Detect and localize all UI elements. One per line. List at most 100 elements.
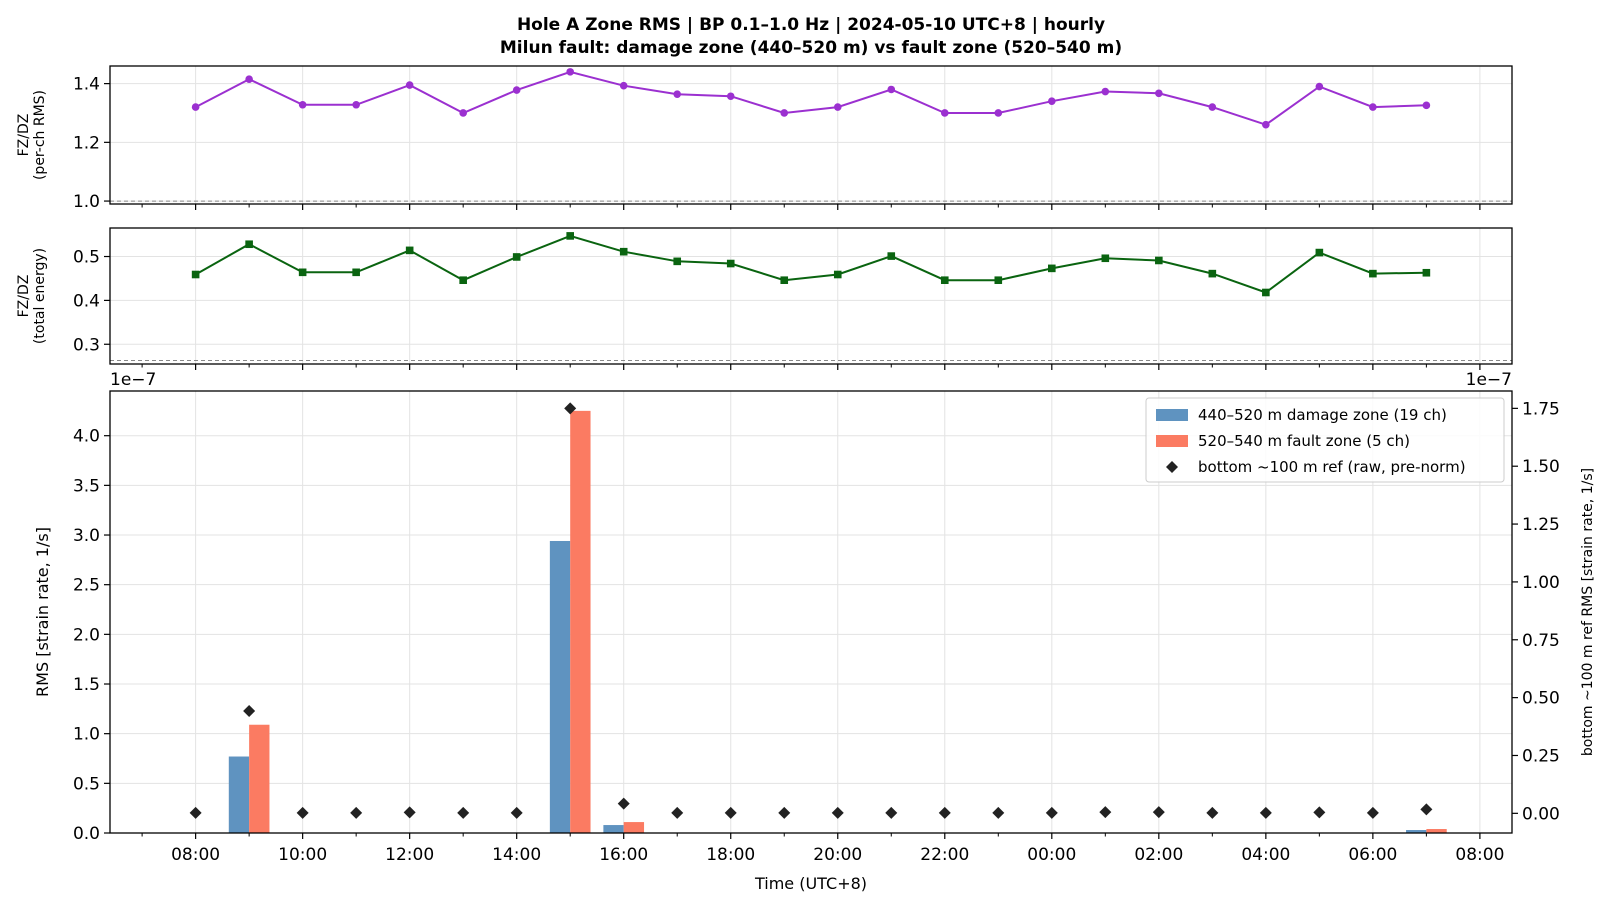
y-axis-label: (total energy) [32,248,48,344]
reference-point [457,806,470,819]
x-axis-label: Time (UTC+8) [754,874,867,893]
y-tick-label: 1.4 [73,75,100,95]
reference-point [885,806,898,819]
figure-title-line1: Hole A Zone RMS | BP 0.1–1.0 Hz | 2024-0… [517,15,1105,35]
ratio-point [1369,269,1377,278]
ratio-point [1315,82,1324,91]
ratio-point [352,100,360,109]
damage-zone-bar [228,756,250,833]
ratio-point [298,268,307,277]
per-channel-ratio-panel: 1.0 1.2 1.4 FZ/DZ (per-ch RMS) [16,65,1513,212]
ratio-point [245,240,253,249]
fault-zone-bar [623,822,645,833]
legend-swatch [1156,435,1188,447]
reference-point [992,806,1005,819]
y-tick-label: 2.0 [73,625,100,645]
damage-zone-bar [549,540,571,833]
y-tick-label: 3.5 [73,476,100,496]
y-tick-label: 0.5 [73,774,100,794]
ratio-point [780,109,789,117]
ratio-point [405,246,414,255]
ratio-point [887,252,896,260]
y-tick-label: 0.5 [73,248,100,268]
ratio-point [1208,269,1217,278]
reference-point [1259,806,1272,819]
reference-point [938,806,951,819]
reference-point [564,402,577,415]
ratio-point [1155,89,1163,98]
ratio-point [994,276,1003,285]
ratio-point [1422,268,1431,277]
damage-zone-bar [603,825,624,833]
ratio-point [887,85,896,94]
x-tick-label: 12:00 [385,845,434,865]
ratio-point [1155,256,1163,265]
ratio-point [1048,97,1056,106]
x-tick-label: 14:00 [492,845,541,865]
ratio-point [566,68,574,76]
reference-point [243,705,256,718]
x-tick-label: 22:00 [920,845,969,865]
x-tick-label: 04:00 [1241,845,1290,865]
legend-swatch [1166,461,1178,473]
reference-point [778,806,791,819]
y-axis-label: (per-ch RMS) [32,90,48,180]
ratio-point [1101,87,1110,96]
axes-frame [109,227,1513,365]
y-tick-label: 1.0 [73,725,100,745]
x-tick-label: 08:00 [171,845,220,865]
reference-point [350,806,363,819]
reference-point [189,806,202,819]
x-tick-label: 16:00 [599,845,648,865]
x-tick-label: 08:00 [1455,845,1504,865]
ratio-point [1315,248,1324,257]
ratio-point [352,268,360,277]
ratio-point [833,103,842,111]
x-tick-label: 20:00 [813,845,862,865]
legend-entry: 440–520 m damage zone (19 ch) [1198,406,1447,424]
reference-point [1099,806,1112,819]
ratio-point [673,90,682,98]
y-tick-label: 4.0 [73,427,100,447]
ratio-point [566,232,574,240]
reference-point [1313,806,1326,819]
ratio-point [405,81,414,89]
ratio-point [298,100,307,109]
y-right-tick-label: 1.50 [1522,457,1560,477]
y-right-tick-label: 0.00 [1522,804,1560,824]
ratio-point [726,259,735,268]
legend-entry: bottom ~100 m ref (raw, pre-norm) [1198,458,1466,476]
y-tick-label: 1.0 [73,192,100,212]
reference-point [1206,806,1219,819]
y-tick-label: 0.4 [73,291,100,311]
y-axis-label: FZ/DZ [16,114,32,157]
fault-zone-bar [1426,829,1447,833]
ratio-point [459,109,467,117]
ratio-point [1262,288,1270,297]
total-energy-ratio-panel: 0.3 0.4 0.5 FZ/DZ (total energy) [16,227,1513,370]
ratio-point [459,276,467,285]
ratio-point [1369,103,1377,111]
y-right-tick-label: 1.25 [1522,515,1560,535]
ratio-point [619,81,628,90]
x-tick-label: 10:00 [278,845,327,865]
ratio-point [512,86,521,94]
ratio-point [726,92,735,101]
y-right-tick-label: 0.25 [1522,746,1560,766]
ratio-series-line [195,234,1427,294]
y-right-axis-label: bottom ~100 m ref RMS [strain rate, 1/s] [1580,468,1596,756]
axes-frame [109,390,1513,834]
x-tick-label: 02:00 [1134,845,1183,865]
legend-swatch [1156,409,1188,421]
y-offset-label: 1e−7 [110,370,156,390]
damage-zone-bar [1406,830,1427,833]
y-tick-label: 1.2 [73,133,100,153]
reference-point [1420,803,1433,816]
reference-point [403,806,416,819]
figure-title-line2: Milun fault: damage zone (440–520 m) vs … [500,38,1122,58]
y-tick-label: 0.0 [73,824,100,844]
ratio-point [940,109,949,117]
reference-point [617,797,630,810]
ratio-point [1101,254,1110,263]
reference-point [1366,806,1379,819]
